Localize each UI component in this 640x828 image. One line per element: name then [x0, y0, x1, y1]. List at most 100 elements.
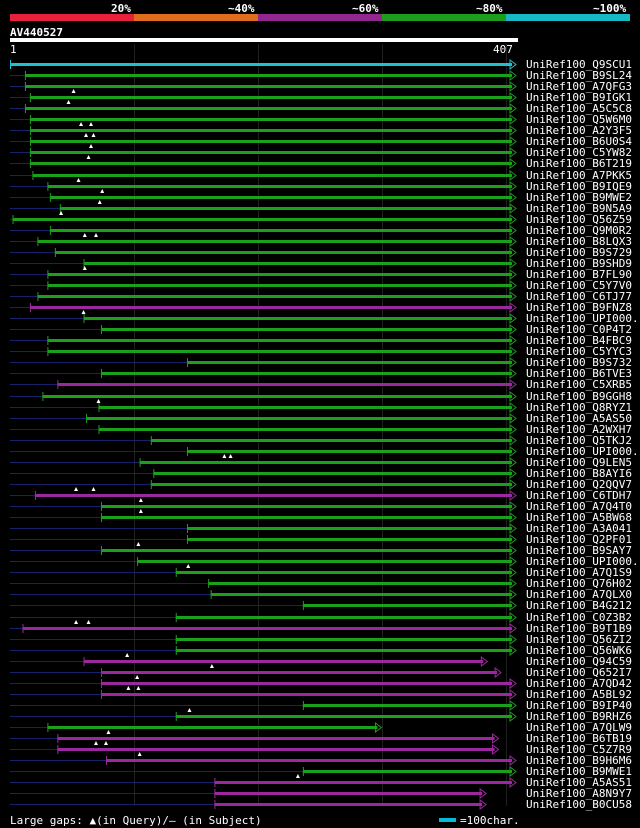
hit-start-tick: [175, 613, 177, 622]
hit-arrow-icon: [509, 534, 517, 545]
hit-start-tick: [42, 392, 44, 401]
hit-name[interactable]: UniRef100_A2Y3F5: [526, 124, 632, 137]
hit-name[interactable]: UniRef100_B9GGH8: [526, 390, 632, 403]
hit-name[interactable]: UniRef100_B9MWE1: [526, 765, 632, 778]
hit-name[interactable]: UniRef100_A5C5C8: [526, 102, 632, 115]
hit-arrow-icon: [509, 556, 517, 567]
hit-start-tick: [210, 590, 212, 599]
hit-name[interactable]: UniRef100_B9FNZ8: [526, 301, 632, 314]
hit-start-tick: [100, 369, 102, 378]
hit-name[interactable]: UniRef100_A7QFG3: [526, 80, 632, 93]
hit-name[interactable]: UniRef100_C5XRB5: [526, 378, 632, 391]
hit-start-tick: [100, 546, 102, 555]
hit-name[interactable]: UniRef100_B8AYI6: [526, 467, 632, 480]
hit-name[interactable]: UniRef100_A2WXH7: [526, 423, 632, 436]
query-gap-icon: [89, 144, 94, 148]
hit-bar: [100, 671, 498, 674]
hit-name[interactable]: UniRef100_B4G212: [526, 599, 632, 612]
hit-name[interactable]: UniRef100_B8LQX3: [526, 235, 632, 248]
hit-name[interactable]: UniRef100_A7QLW9: [526, 721, 632, 734]
hit-name[interactable]: UniRef100_B9SAY7: [526, 544, 632, 557]
query-gap-icon: [93, 233, 98, 237]
hit-name[interactable]: UniRef100_C0Z3B2: [526, 611, 632, 624]
hit-name[interactable]: UniRef100_B9SHD9: [526, 257, 632, 270]
hit-name[interactable]: UniRef100_C0P4T2: [526, 323, 632, 336]
hit-name[interactable]: UniRef100_A7QD42: [526, 677, 632, 690]
hit-name[interactable]: UniRef100_A5BW68: [526, 511, 632, 524]
hit-name[interactable]: UniRef100_Q652I7: [526, 666, 632, 679]
hit-name[interactable]: UniRef100_B0CU58: [526, 798, 632, 811]
hit-name[interactable]: UniRef100_B9T1B9: [526, 622, 632, 635]
hit-bar: [98, 428, 513, 431]
hit-name[interactable]: UniRef100_A7PKK5: [526, 169, 632, 182]
hit-name[interactable]: UniRef100_A5AS51: [526, 776, 632, 789]
hit-name[interactable]: UniRef100_UPI000..: [526, 445, 640, 458]
hit-arrow-icon: [509, 225, 517, 236]
hit-name[interactable]: UniRef100_A5BL92: [526, 688, 632, 701]
hit-row: [10, 211, 517, 225]
hit-name[interactable]: UniRef100_C5YW82: [526, 146, 632, 159]
hit-start-tick: [150, 480, 152, 489]
hit-name[interactable]: UniRef100_Q56WK6: [526, 644, 632, 657]
hit-name[interactable]: UniRef100_B6T219: [526, 157, 632, 170]
hit-start-tick: [100, 668, 102, 677]
hit-start-tick: [24, 82, 26, 91]
hit-name[interactable]: UniRef100_Q8RYZ1: [526, 401, 632, 414]
hit-name[interactable]: UniRef100_B9IP40: [526, 699, 632, 712]
hit-name[interactable]: UniRef100_Q5TKJ2: [526, 434, 632, 447]
hit-name[interactable]: UniRef100_A5AS50: [526, 412, 632, 425]
hit-name[interactable]: UniRef100_C6TJ77: [526, 290, 632, 303]
hit-name[interactable]: UniRef100_Q56ZI2: [526, 633, 632, 646]
hit-name[interactable]: UniRef100_B9H6M6: [526, 754, 632, 767]
hit-name[interactable]: UniRef100_B9SL24: [526, 69, 632, 82]
hit-name[interactable]: UniRef100_Q94C59: [526, 655, 632, 668]
hit-arrow-icon: [509, 302, 517, 313]
query-gap-icon: [97, 200, 102, 204]
hit-arrow-icon: [509, 158, 517, 169]
hit-name[interactable]: UniRef100_Q2QQV7: [526, 478, 632, 491]
hit-start-tick: [29, 93, 31, 102]
hit-bar: [214, 792, 483, 795]
hit-name[interactable]: UniRef100_B9RHZ6: [526, 710, 632, 723]
hit-name[interactable]: UniRef100_UPI000..: [526, 555, 640, 568]
hit-name[interactable]: UniRef100_A7QLX0: [526, 588, 632, 601]
hit-arrow-icon: [509, 479, 517, 490]
hit-name[interactable]: UniRef100_Q9LEN5: [526, 456, 632, 469]
hit-name[interactable]: UniRef100_B9S732: [526, 356, 632, 369]
hit-name[interactable]: UniRef100_A3A041: [526, 522, 632, 535]
hit-name[interactable]: UniRef100_A7Q1S9: [526, 566, 632, 579]
hit-name[interactable]: UniRef100_Q76H02: [526, 577, 632, 590]
hit-name[interactable]: UniRef100_C5YYC3: [526, 345, 632, 358]
hit-name[interactable]: UniRef100_B9IQE9: [526, 180, 632, 193]
hit-name[interactable]: UniRef100_Q9M0R2: [526, 224, 632, 237]
hit-name[interactable]: UniRef100_B9S729: [526, 246, 632, 259]
hit-name[interactable]: UniRef100_C6TDH7: [526, 489, 632, 502]
hit-row: [10, 564, 517, 578]
hit-name[interactable]: UniRef100_Q9SCU1: [526, 58, 632, 71]
hit-name[interactable]: UniRef100_Q2PF01: [526, 533, 632, 546]
hit-name[interactable]: UniRef100_C5Z7R9: [526, 743, 632, 756]
hit-name[interactable]: UniRef100_B6TB19: [526, 732, 632, 745]
hit-name[interactable]: UniRef100_B4FBC9: [526, 334, 632, 347]
hit-name[interactable]: UniRef100_B6U0S4: [526, 135, 632, 148]
hit-name[interactable]: UniRef100_Q56Z59: [526, 213, 632, 226]
hit-name[interactable]: UniRef100_UPI000..: [526, 312, 640, 325]
hit-start-tick: [83, 314, 85, 323]
hit-arrow-icon: [509, 236, 517, 247]
hit-name[interactable]: UniRef100_A8N9Y7: [526, 787, 632, 800]
hit-name[interactable]: UniRef100_B6TVE3: [526, 367, 632, 380]
hit-name[interactable]: UniRef100_B9MWE2: [526, 191, 632, 204]
hit-start-tick: [57, 380, 59, 389]
hit-name[interactable]: UniRef100_A7Q4T0: [526, 500, 632, 513]
hit-start-tick: [47, 336, 49, 345]
hit-row: [10, 578, 517, 589]
hit-row: [10, 81, 517, 92]
hit-name[interactable]: UniRef100_Q5W6M0: [526, 113, 632, 126]
hit-row: [10, 155, 517, 169]
hit-name[interactable]: UniRef100_B9IGK1: [526, 91, 632, 104]
hit-start-tick: [59, 204, 61, 213]
query-gap-icon: [136, 542, 141, 546]
hit-name[interactable]: UniRef100_C5Y7V0: [526, 279, 632, 292]
hit-name[interactable]: UniRef100_B9N5A9: [526, 202, 632, 215]
hit-name[interactable]: UniRef100_B7FL90: [526, 268, 632, 281]
